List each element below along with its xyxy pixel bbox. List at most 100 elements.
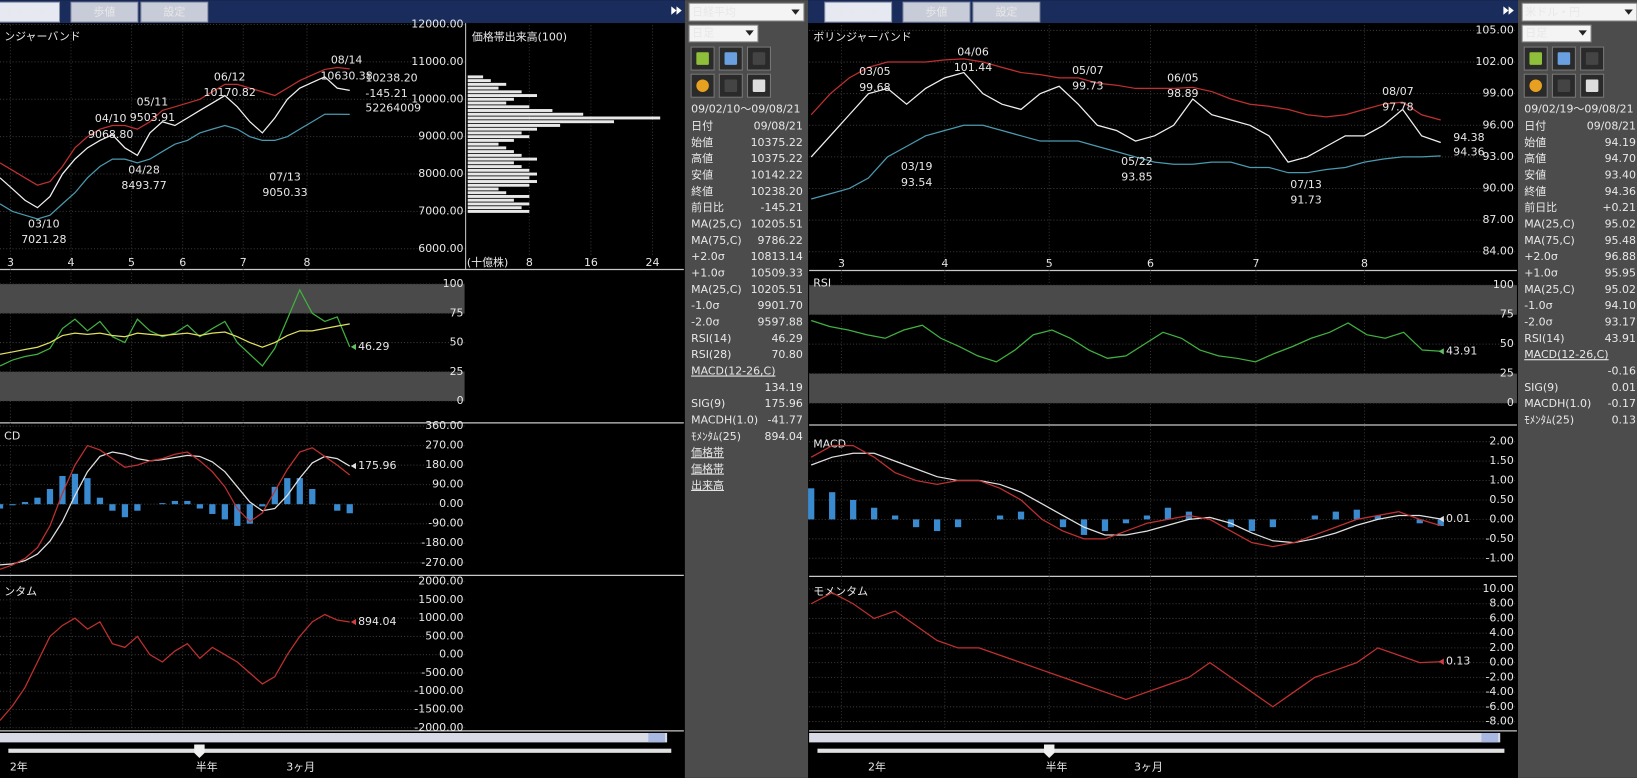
info-label: SIG(9) xyxy=(691,397,725,410)
last-value-arrow xyxy=(1438,515,1444,523)
info-value: 10813.14 xyxy=(751,250,803,263)
scrollbar[interactable] xyxy=(0,732,668,743)
histogram-bar xyxy=(1311,515,1318,520)
y-tick-label: 0 xyxy=(1507,396,1514,409)
tool-icon xyxy=(724,79,738,92)
histogram-bar xyxy=(171,500,179,505)
info-label: 日付 xyxy=(691,119,713,132)
panel-title: RSI xyxy=(813,277,831,290)
histogram-bar xyxy=(1416,519,1423,524)
x-tick-label: 8 xyxy=(303,256,310,269)
vp-bar xyxy=(467,176,530,180)
histogram-bar xyxy=(808,488,815,520)
period-select[interactable] xyxy=(1521,24,1592,43)
price-label: 94.36 xyxy=(1453,146,1484,159)
series-line xyxy=(810,71,1441,163)
vp-bar xyxy=(467,90,522,94)
vp-bar xyxy=(467,191,507,195)
info-label: 高値 xyxy=(1524,151,1546,165)
expand-button xyxy=(676,6,682,15)
expand-button[interactable] xyxy=(1503,6,1509,15)
select-arrow xyxy=(1624,9,1633,15)
period-select[interactable] xyxy=(688,24,759,43)
info-label: ﾓﾒﾝﾀﾑ(25) xyxy=(691,430,741,443)
symbol-name: 米ドル・円 xyxy=(1525,6,1580,19)
info-label: +1.0σ xyxy=(691,266,725,279)
info-value: 95.02 xyxy=(1605,217,1636,230)
info-label: 安値 xyxy=(691,167,713,181)
scroll-thumb[interactable] xyxy=(1481,732,1499,743)
info-value: 9786.22 xyxy=(758,234,803,247)
last-value-label: 43.91 xyxy=(1446,344,1477,357)
vp-bar xyxy=(467,202,530,206)
info-value: 94.19 xyxy=(1605,136,1636,149)
histogram-bar xyxy=(346,504,353,514)
timeline-thumb[interactable] xyxy=(194,744,205,759)
y-tick-label: 180.00 xyxy=(425,458,463,471)
panel-title: モメンタム xyxy=(813,585,868,598)
series-line xyxy=(810,444,1441,548)
y-tick-label: -1500.00 xyxy=(414,703,463,716)
series-line xyxy=(810,591,1441,708)
y-tick-label: 270.00 xyxy=(425,439,463,452)
tab[interactable] xyxy=(902,1,971,23)
info-value: 10509.33 xyxy=(751,266,803,279)
y-tick-label: 1500.00 xyxy=(418,593,463,606)
tab[interactable] xyxy=(0,1,61,23)
tab[interactable] xyxy=(972,1,1041,23)
y-tick-label: 90.00 xyxy=(1482,181,1513,194)
histogram-bar xyxy=(34,497,41,505)
info-label: MACDH(1.0) xyxy=(691,414,758,427)
histogram-bar xyxy=(1143,515,1151,520)
tab[interactable] xyxy=(70,1,139,23)
scroll-thumb[interactable] xyxy=(648,732,666,743)
tab[interactable] xyxy=(140,1,209,23)
scrollbar[interactable] xyxy=(809,732,1501,743)
last-value-label: 0.13 xyxy=(1446,655,1470,668)
y-tick-label: -500.00 xyxy=(421,666,463,679)
annotation-value: 93.54 xyxy=(901,176,932,189)
y-tick-label: 2.00 xyxy=(1489,435,1513,448)
y-tick-label: -0.50 xyxy=(1485,532,1513,545)
y-tick-label: 0.00 xyxy=(1489,512,1513,525)
histogram-bar xyxy=(271,486,278,505)
histogram-bar xyxy=(1437,519,1444,527)
symbol-select[interactable] xyxy=(1521,2,1637,22)
rsi-band xyxy=(809,373,1517,404)
annotation-date: 05/22 xyxy=(1121,155,1153,168)
rsi-band xyxy=(809,285,1517,315)
symbol-name: 日経平均 xyxy=(692,6,736,19)
vp-bar xyxy=(467,161,514,165)
series-line xyxy=(0,451,351,566)
y-tick-label: -90.00 xyxy=(428,517,463,530)
symbol-select[interactable] xyxy=(688,2,805,22)
vp-bar xyxy=(467,180,538,183)
info-value: +0.21 xyxy=(1602,201,1636,214)
vp-bar xyxy=(467,157,538,161)
y-tick-label: 102.00 xyxy=(1475,55,1513,68)
info-value: -41.77 xyxy=(768,414,803,427)
info-value: 95.95 xyxy=(1605,266,1636,279)
annotation-value: 101.44 xyxy=(954,61,992,74)
info-label: MA(25,C) xyxy=(1524,217,1575,230)
timeline-thumb[interactable] xyxy=(1044,744,1055,759)
timeline-track xyxy=(817,748,1505,753)
histogram-bar xyxy=(1017,511,1025,520)
tool-icon xyxy=(752,52,766,65)
histogram-bar xyxy=(296,478,303,505)
expand-button[interactable] xyxy=(671,6,677,15)
y-tick-label: -180.00 xyxy=(421,536,463,549)
info-label: MA(25,C) xyxy=(1524,283,1575,296)
price-label: 10238.20 xyxy=(365,71,417,84)
info-value: -0.16 xyxy=(1608,365,1636,378)
histogram-bar xyxy=(71,473,79,505)
y-tick-label: 7000.00 xyxy=(418,204,463,217)
tab[interactable] xyxy=(824,1,893,23)
y-tick-label: 100 xyxy=(1493,278,1514,291)
info-value: 43.91 xyxy=(1605,332,1636,345)
series-line xyxy=(0,613,350,721)
vp-tick-label: 8 xyxy=(526,256,533,269)
last-value-label: 175.96 xyxy=(358,459,396,472)
price-label: -145.21 xyxy=(365,87,407,100)
info-label: MACDH(1.0) xyxy=(1524,397,1591,410)
